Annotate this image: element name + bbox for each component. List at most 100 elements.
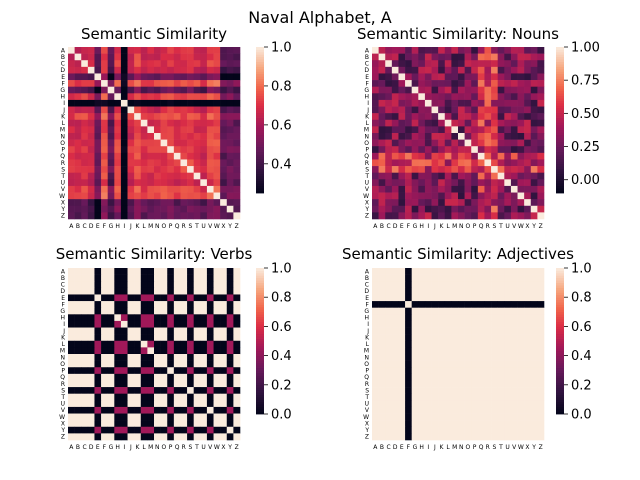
- heatmap-cell: [491, 360, 498, 368]
- colorbar-tick-label: 0.0: [571, 408, 592, 423]
- colorbar-tick-label: 0.8: [571, 291, 592, 306]
- heatmap-cell: [167, 86, 175, 94]
- heatmap-cell: [68, 347, 75, 355]
- heatmap-cell: [391, 80, 399, 87]
- y-tick-label: V: [61, 407, 66, 414]
- heatmap-cell: [497, 133, 505, 140]
- colorbar-segment: [556, 120, 564, 123]
- heatmap-cell: [372, 80, 379, 87]
- heatmap-cell: [372, 400, 379, 408]
- heatmap-cell: [411, 327, 419, 335]
- colorbar-tick-label: 0.0: [271, 408, 292, 423]
- heatmap-cell: [530, 106, 538, 114]
- heatmap-cell: [154, 420, 161, 428]
- heatmap-cell: [68, 159, 75, 167]
- heatmap-cell: [173, 185, 181, 193]
- heatmap-cell: [120, 314, 128, 322]
- heatmap-cell: [94, 205, 102, 213]
- heatmap-cell: [120, 139, 128, 147]
- heatmap-cell: [74, 212, 82, 220]
- heatmap-cell: [398, 367, 406, 375]
- colorbar-segment: [556, 409, 564, 412]
- colorbar-segment: [256, 372, 264, 376]
- heatmap-cell: [127, 400, 135, 408]
- heatmap-cell: [220, 86, 228, 94]
- heatmap-cell: [74, 199, 82, 207]
- heatmap-cell: [160, 185, 168, 193]
- heatmap-cell: [424, 113, 432, 121]
- heatmap-cell: [477, 406, 485, 414]
- colorbar-segment: [556, 68, 564, 72]
- x-tick-label: I: [427, 444, 429, 451]
- y-tick-label: W: [363, 414, 369, 421]
- heatmap-cell: [444, 86, 452, 94]
- heatmap-cell: [424, 426, 432, 434]
- heatmap-cell: [477, 307, 485, 315]
- heatmap-cell: [107, 400, 115, 408]
- heatmap-cell: [458, 393, 465, 401]
- heatmap-cell: [385, 400, 393, 408]
- heatmap-cell: [173, 93, 181, 101]
- heatmap-cell: [497, 274, 505, 282]
- heatmap-cell: [114, 334, 122, 342]
- heatmap-cell: [484, 294, 492, 302]
- heatmap-cell: [127, 179, 135, 187]
- heatmap-cell: [154, 133, 161, 140]
- colorbar-segment: [256, 88, 264, 92]
- heatmap-cell: [147, 367, 155, 375]
- heatmap-cell: [444, 119, 452, 127]
- heatmap-cell: [74, 179, 82, 187]
- heatmap-cell: [120, 86, 128, 94]
- heatmap-cell: [398, 287, 406, 295]
- y-tick-label: Z: [61, 213, 65, 220]
- heatmap-cell: [140, 274, 148, 282]
- heatmap-cell: [187, 387, 194, 394]
- heatmap-cell: [114, 380, 122, 388]
- heatmap-cell: [147, 426, 155, 434]
- heatmap-cell: [504, 113, 512, 121]
- heatmap-cell: [147, 287, 155, 295]
- heatmap-cell: [524, 119, 532, 127]
- heatmap-cell: [524, 179, 532, 187]
- heatmap-cell: [391, 113, 399, 121]
- heatmap-cell: [530, 139, 538, 147]
- heatmap-cell: [444, 172, 452, 180]
- heatmap-cell: [154, 334, 161, 342]
- heatmap-cell: [193, 406, 201, 414]
- heatmap-cell: [458, 400, 465, 408]
- colorbar-segment: [256, 387, 264, 391]
- heatmap-cell: [167, 327, 175, 335]
- heatmap-cell: [233, 113, 241, 121]
- heatmap-cells: [372, 268, 545, 441]
- heatmap-cell: [510, 334, 518, 342]
- heatmap-cell: [372, 172, 379, 180]
- heatmap-cell: [200, 86, 208, 94]
- heatmap-cell: [517, 360, 525, 368]
- heatmap-cell: [504, 400, 512, 408]
- heatmap-cell: [537, 172, 545, 180]
- heatmap-cell: [173, 367, 181, 375]
- heatmap-cell: [147, 192, 155, 200]
- x-tick-label: A: [373, 444, 378, 451]
- heatmap-cell: [68, 373, 75, 381]
- colorbar-segment: [556, 180, 564, 184]
- heatmap-cell: [504, 152, 512, 160]
- heatmap-cell: [233, 86, 241, 94]
- x-tick-label: D: [393, 223, 398, 230]
- heatmap-cell: [220, 393, 228, 401]
- heatmap-cell: [160, 393, 168, 401]
- colorbar-segment: [256, 316, 264, 320]
- heatmap-cell: [491, 281, 498, 289]
- heatmap-cell: [134, 327, 142, 335]
- heatmap-cell: [187, 340, 194, 348]
- heatmap-cell: [378, 334, 386, 342]
- heatmap-cell: [226, 314, 234, 322]
- colorbar-segment: [556, 304, 564, 308]
- colorbar-segment: [556, 56, 564, 60]
- colorbar-segment: [256, 355, 264, 359]
- heatmap-cell: [226, 172, 234, 180]
- heatmap-cell: [200, 287, 208, 295]
- heatmap-cell: [74, 53, 82, 61]
- heatmap-cell: [200, 166, 208, 173]
- heatmap-cell: [444, 47, 452, 54]
